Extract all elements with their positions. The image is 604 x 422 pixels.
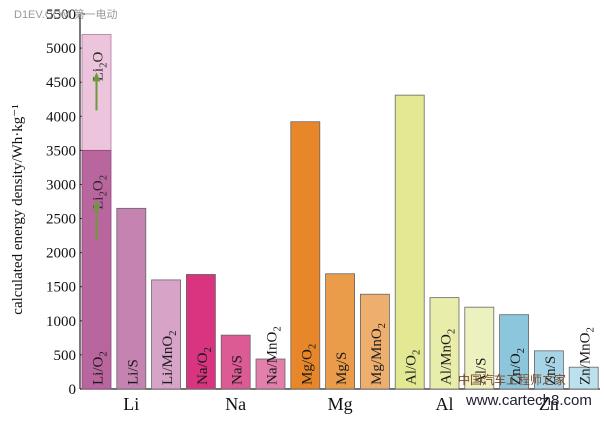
- y-tick-label: 5000: [46, 41, 76, 57]
- y-tick-label: 1500: [46, 280, 76, 296]
- bar-label: Zn/S: [543, 356, 559, 385]
- bar-label: Li/O2​: [91, 351, 110, 385]
- bar-label: Al/O2​: [404, 350, 423, 385]
- watermark-top: D1EV.COM 第一电动: [14, 7, 118, 21]
- bar-al-s: [464, 306, 495, 390]
- bar-label: Li/S: [125, 359, 141, 385]
- bar-al-o2: [394, 94, 425, 390]
- bar-al-mno2: [429, 297, 460, 390]
- watermark-bottom-cn: 中国汽车工程师之家: [458, 372, 566, 387]
- y-tick-label: 4000: [46, 109, 76, 125]
- bar-zn-o2: [499, 314, 530, 390]
- bar-li-mno2: [151, 279, 182, 390]
- bar-label: Zn/O2​: [508, 348, 527, 385]
- group-label-zn: Zn: [539, 394, 559, 414]
- bar-label: Na/MnO2​: [265, 326, 284, 385]
- bar-mg-mno2: [359, 293, 390, 390]
- bar-label: Mg/S: [334, 352, 350, 385]
- bar-label: Mg/MnO2​: [369, 323, 388, 385]
- bar-label: Al/S: [473, 357, 489, 385]
- arrow-head-icon: [92, 200, 101, 210]
- y-axis-label: calculated energy density/Wh·kg⁻¹: [10, 104, 26, 314]
- bar-label: Na/O2​: [195, 347, 214, 385]
- bar-label: Zn/MnO2​: [578, 327, 597, 385]
- bar-zn-s: [534, 350, 564, 390]
- bar-na-o2: [185, 274, 216, 390]
- bar-na-mno2: [255, 358, 286, 390]
- y-tick-label: 3500: [46, 143, 76, 159]
- y-tick-label: 4500: [46, 75, 76, 91]
- group-label-li: Li: [123, 394, 139, 414]
- bar-mg-o2: [290, 121, 321, 390]
- bar-li-s: [116, 207, 147, 390]
- bar-label: Na/S: [230, 355, 246, 385]
- watermark-bottom: www.cartech8.com: [465, 392, 592, 409]
- bar-zn-mno2: [568, 366, 599, 390]
- bar-na-s: [220, 334, 251, 390]
- y-tick-label: 500: [54, 348, 77, 364]
- bar-label: Li/MnO2​: [160, 330, 179, 385]
- y-tick-label: 3000: [46, 177, 76, 193]
- bar-li-o2: [81, 149, 112, 390]
- group-label-mg: Mg: [328, 394, 353, 414]
- y-tick-label: 2500: [46, 212, 76, 228]
- bar-mg-s: [325, 273, 356, 390]
- bar-label: Mg/O2​: [299, 344, 318, 385]
- group-label-na: Na: [225, 394, 246, 414]
- y-tick-label: 5500: [46, 7, 76, 23]
- y-tick-label: 0: [69, 382, 77, 398]
- arrow-head-icon: [92, 72, 101, 82]
- group-label-al: Al: [436, 394, 454, 414]
- bar-label: Al/MnO2​: [439, 329, 458, 385]
- y-tick-label: 2000: [46, 246, 76, 262]
- y-tick-label: 1000: [46, 314, 76, 330]
